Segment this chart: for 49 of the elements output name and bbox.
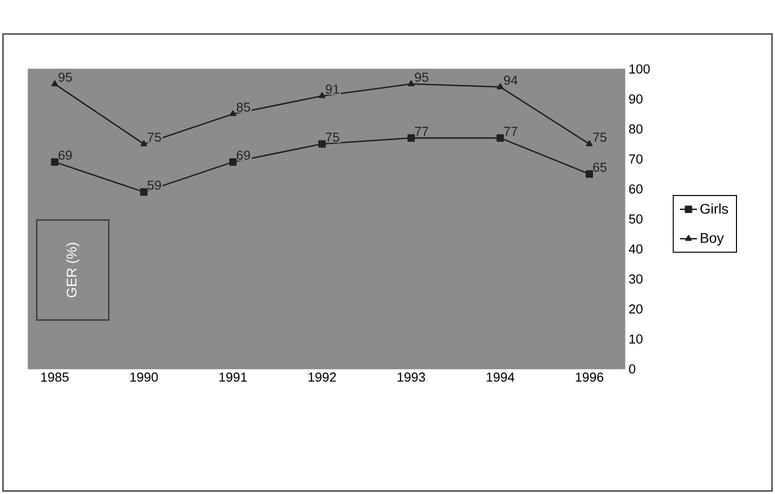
data-label: 85 — [236, 102, 250, 112]
data-label: 69 — [236, 150, 250, 160]
data-label: 91 — [326, 84, 340, 94]
data-label: 75 — [148, 132, 161, 142]
x-tick-label: 1991 — [219, 372, 247, 382]
point — [586, 170, 594, 178]
data-label: 77 — [504, 126, 518, 136]
y-tick-label: 80 — [629, 124, 642, 134]
y-tick-label: 10 — [630, 334, 642, 344]
point — [496, 134, 504, 142]
y-tick-label: 60 — [629, 184, 642, 194]
y-tick-label: 50 — [629, 214, 642, 224]
y-tick-label: 100 — [630, 64, 650, 74]
x-tick-label: 1993 — [398, 372, 426, 382]
y-tick-label: 30 — [629, 274, 642, 284]
point — [318, 140, 326, 148]
y-axis-title: GER (%) — [66, 242, 80, 298]
point — [408, 80, 414, 86]
x-tick-label: 1994 — [486, 372, 514, 382]
x-tick-label: 1985 — [41, 372, 69, 382]
legend-label: Boy — [700, 233, 724, 246]
point — [496, 83, 504, 90]
x-tick-label: 1992 — [308, 372, 336, 382]
x-tick-label: 1996 — [576, 372, 604, 382]
point — [586, 140, 593, 146]
data-label: 75 — [593, 132, 606, 142]
data-label: 94 — [504, 76, 518, 85]
y-tick-label: 40 — [628, 244, 642, 254]
data-label: 95 — [58, 72, 72, 82]
point — [407, 134, 415, 142]
data-label: 77 — [415, 126, 428, 136]
point — [51, 158, 58, 166]
point — [51, 80, 58, 86]
y-tick-label: 70 — [629, 154, 642, 164]
data-label: 95 — [414, 72, 428, 82]
data-label: 65 — [593, 162, 606, 172]
legend-label: Girls — [700, 203, 728, 214]
point — [229, 158, 237, 166]
x-tick-label: 1990 — [130, 372, 158, 382]
data-label: 75 — [326, 132, 340, 142]
y-tick-label: 0 — [629, 364, 636, 374]
point — [140, 140, 148, 146]
data-label: 69 — [58, 150, 72, 160]
data-label: 59 — [148, 180, 161, 190]
y-tick-label: 20 — [629, 304, 642, 314]
point — [230, 110, 236, 116]
y-tick-label: 90 — [629, 94, 642, 104]
point — [140, 188, 148, 196]
point — [318, 92, 326, 98]
